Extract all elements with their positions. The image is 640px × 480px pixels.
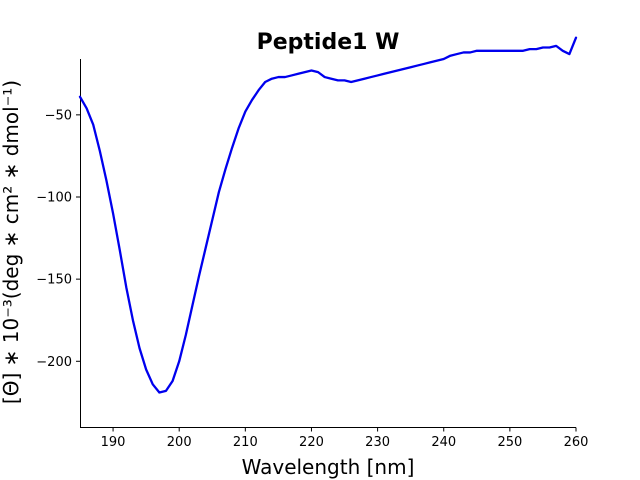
x-axis-label: Wavelength [nm]	[242, 455, 415, 479]
y-tick-label: −150	[36, 273, 72, 288]
y-tick-label: −100	[36, 191, 72, 206]
x-tick-label: 210	[233, 435, 258, 450]
x-tick-label: 200	[167, 435, 192, 450]
y-axis-label: [Θ] ∗ 10⁻³(deg ∗ cm² ∗ dmol⁻¹)	[0, 80, 23, 404]
chart-title: Peptide1 W	[257, 30, 400, 55]
x-tick-label: 240	[431, 435, 456, 450]
x-axis-ticks: 190 200 210 220 230 240 250 260	[101, 427, 589, 450]
x-tick-label: 260	[564, 435, 589, 450]
x-tick-label: 220	[299, 435, 324, 450]
y-axis-ticks: −50 −100 −150 −200	[36, 108, 81, 370]
x-tick-label: 190	[101, 435, 126, 450]
x-tick-label: 230	[365, 435, 390, 450]
y-tick-label: −200	[36, 355, 72, 370]
y-tick-label: −50	[45, 108, 72, 123]
x-tick-label: 250	[497, 435, 522, 450]
plot-area: 190 200 210 220 230 240 250 260 −50 −100 −150 −200	[36, 36, 589, 450]
series-line	[78, 36, 578, 394]
